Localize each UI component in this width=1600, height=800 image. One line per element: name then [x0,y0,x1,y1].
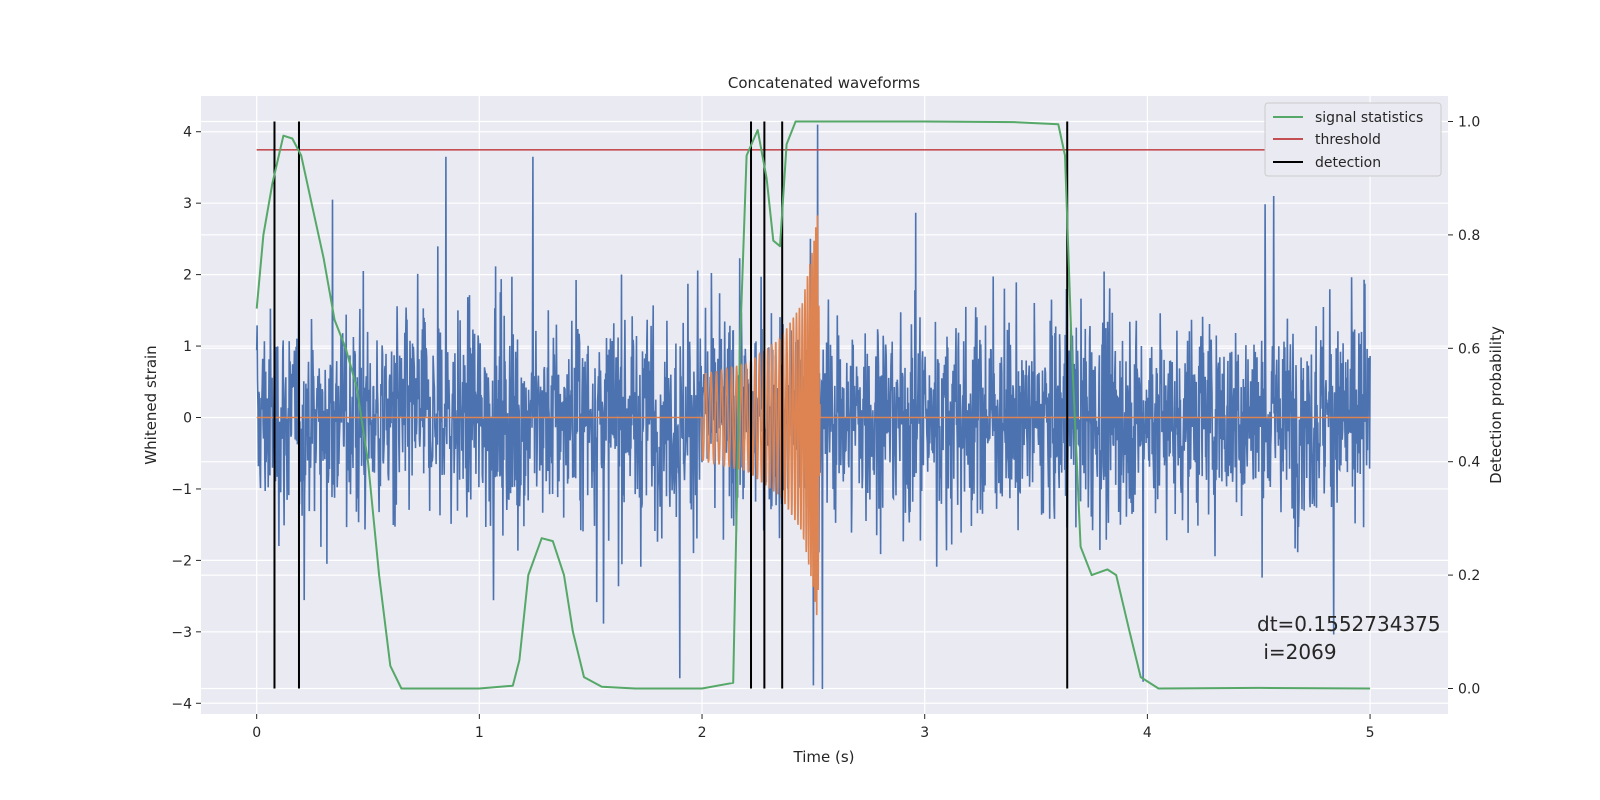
x-axis: 0 1 2 3 4 5 [252,714,1375,741]
strain-line [255,124,1371,690]
y-tick-label-left: 0 [183,411,192,427]
y-tick-label-left: 1 [183,339,192,355]
x-tick-label: 2 [698,725,707,741]
signal-statistics-series [255,120,1371,690]
y-tick-label-right: 0.2 [1458,568,1480,584]
y-tick-label-right: 0.6 [1458,341,1480,357]
y-tick-label-left: 3 [183,196,192,212]
y-tick-label-left: 2 [183,268,192,284]
annotation-index: i=2069 [1257,640,1337,664]
y-axis-right: 0.0 0.2 0.4 0.6 0.8 1.0 [1448,115,1480,697]
annotation-dt: dt=0.1552734375 [1257,612,1441,636]
y-axis-label-left: Whitened strain [142,345,160,464]
x-tick-label: 4 [1143,725,1152,741]
x-tick-label: 5 [1366,725,1375,741]
x-tick-label: 3 [920,725,929,741]
y-axis-left: −4 −3 −2 −1 0 1 2 3 4 [171,125,201,712]
x-axis-label: Time (s) [793,748,855,766]
legend: signal statistics threshold detection [1264,102,1442,177]
legend-label-detection: detection [1315,155,1381,171]
y-tick-label-left: −4 [171,696,192,712]
legend-box [1264,102,1442,177]
legend-label-threshold: threshold [1315,132,1381,148]
x-tick-label: 1 [475,725,484,741]
chart-title: Concatenated waveforms [728,74,920,92]
signal-statistics-line [255,120,1371,690]
y-tick-label-right: 0.0 [1458,681,1480,697]
x-tick-label: 0 [252,725,261,741]
y-tick-label-left: −2 [171,553,192,569]
y-tick-label-left: −1 [171,482,192,498]
y-tick-label-right: 0.8 [1458,228,1480,244]
y-tick-label-left: 4 [183,125,192,141]
y-tick-label-left: −3 [171,625,192,641]
chirp-line [256,215,1371,616]
strain-series [255,124,1371,690]
legend-label-signal-statistics: signal statistics [1315,110,1423,126]
chirp-series [256,215,1371,616]
y-axis-label-right: Detection probability [1487,326,1505,484]
y-tick-label-right: 0.4 [1458,455,1480,471]
y-tick-label-right: 1.0 [1458,115,1480,131]
